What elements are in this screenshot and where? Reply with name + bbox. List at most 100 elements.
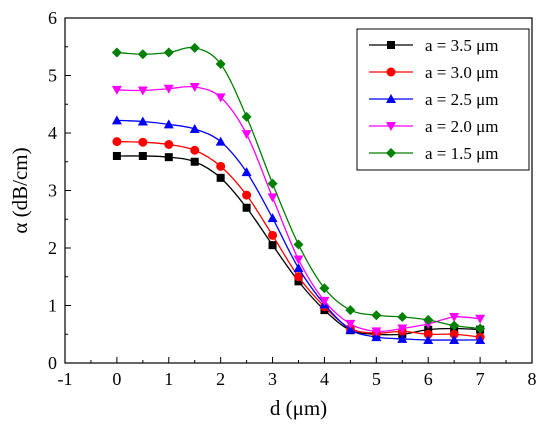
legend-item: a = 2.0 μm xyxy=(369,117,498,136)
data-point xyxy=(267,193,278,203)
x-axis-ticks: -1 0 1 2 3 4 5 6 7 8 xyxy=(58,357,537,389)
data-point xyxy=(423,329,433,339)
x-tick-label: 3 xyxy=(268,369,277,389)
data-point xyxy=(216,161,226,171)
legend-item: a = 2.5 μm xyxy=(369,90,498,109)
x-tick-label: 1 xyxy=(164,369,173,389)
data-point xyxy=(475,314,486,324)
data-point xyxy=(371,327,382,337)
data-point xyxy=(138,152,147,160)
data-point xyxy=(242,203,251,212)
data-point xyxy=(189,83,200,92)
x-axis-title: d (μm) xyxy=(270,396,327,420)
y-tick-label: 6 xyxy=(48,8,57,28)
data-point xyxy=(190,157,199,166)
data-point xyxy=(216,173,225,182)
legend-swatch-marker xyxy=(386,122,396,131)
data-point xyxy=(319,283,330,294)
data-point xyxy=(164,153,173,162)
data-point xyxy=(293,255,304,265)
data-point xyxy=(242,190,252,200)
data-point xyxy=(449,329,459,339)
data-point xyxy=(319,296,330,306)
legend: a = 3.5 μm a = 3.0 μm a = 2.5 μm a = 2.0 μm… xyxy=(356,28,530,171)
y-tick-label: 0 xyxy=(48,353,57,373)
x-tick-label: 5 xyxy=(372,369,381,389)
data-point xyxy=(267,213,278,223)
data-point xyxy=(164,140,174,149)
series-3 xyxy=(111,115,486,344)
data-point xyxy=(112,152,121,160)
data-point xyxy=(449,313,460,322)
x-tick-label: 2 xyxy=(216,369,225,389)
legend-label: a = 1.5 μm xyxy=(425,144,498,163)
data-point xyxy=(163,119,174,129)
legend-item: a = 1.5 μm xyxy=(369,144,498,163)
data-point xyxy=(475,335,486,344)
data-point xyxy=(397,312,408,322)
data-point xyxy=(268,230,278,240)
legend-swatch-marker xyxy=(386,94,396,103)
y-tick-label: 5 xyxy=(48,66,57,86)
legend-label: a = 2.5 μm xyxy=(425,90,498,109)
y-tick-label: 1 xyxy=(48,296,57,316)
legend-swatch-marker xyxy=(386,148,396,158)
data-point xyxy=(449,335,460,344)
data-point xyxy=(371,310,382,321)
data-point xyxy=(294,272,303,282)
data-point xyxy=(345,305,356,316)
x-tick-label: 0 xyxy=(112,369,121,389)
data-point xyxy=(137,86,148,96)
data-point xyxy=(475,323,486,334)
legend-swatch-marker xyxy=(387,41,395,49)
data-point xyxy=(424,325,433,334)
x-tick-label: 7 xyxy=(476,369,485,389)
data-point xyxy=(137,116,148,126)
data-point xyxy=(241,130,252,140)
data-point xyxy=(449,320,460,331)
data-point xyxy=(163,47,174,58)
data-point xyxy=(293,263,304,273)
y-tick-label: 4 xyxy=(48,123,57,143)
data-point xyxy=(268,241,277,250)
data-point xyxy=(215,59,226,69)
y-axis-ticks: 0 1 2 3 4 5 6 xyxy=(48,8,71,373)
legend-swatch-marker xyxy=(386,67,396,77)
data-point xyxy=(111,47,122,58)
x-tick-label: 6 xyxy=(424,369,433,389)
x-tick-label: 8 xyxy=(528,369,537,389)
data-point xyxy=(267,178,278,189)
legend-label: a = 2.0 μm xyxy=(425,117,498,136)
data-point xyxy=(241,167,252,177)
data-point xyxy=(397,324,408,334)
data-point xyxy=(423,314,434,325)
legend-label: a = 3.0 μm xyxy=(425,63,498,82)
data-point xyxy=(137,49,148,60)
data-point xyxy=(215,93,226,103)
y-axis-title: α (dB/cm) xyxy=(8,147,32,233)
legend-item: a = 3.5 μm xyxy=(369,36,498,55)
data-point xyxy=(111,115,122,125)
data-point xyxy=(190,145,200,155)
data-point xyxy=(189,42,200,53)
legend-label: a = 3.5 μm xyxy=(425,36,498,55)
data-point xyxy=(138,137,148,147)
data-point xyxy=(345,324,356,334)
x-tick-label: -1 xyxy=(58,369,73,389)
data-point xyxy=(294,277,303,286)
plot-frame xyxy=(64,17,533,364)
series-5 xyxy=(111,42,486,334)
series-layer xyxy=(111,42,486,344)
data-point xyxy=(397,333,408,343)
data-point xyxy=(163,84,174,94)
legend-item: a = 3.0 μm xyxy=(369,63,498,82)
y-tick-label: 3 xyxy=(48,181,57,201)
x-tick-label: 4 xyxy=(320,369,329,389)
data-point xyxy=(241,111,252,122)
data-point xyxy=(111,85,122,95)
series-line xyxy=(116,140,481,338)
data-point xyxy=(112,137,122,147)
data-point xyxy=(189,123,200,133)
data-point xyxy=(423,335,434,344)
